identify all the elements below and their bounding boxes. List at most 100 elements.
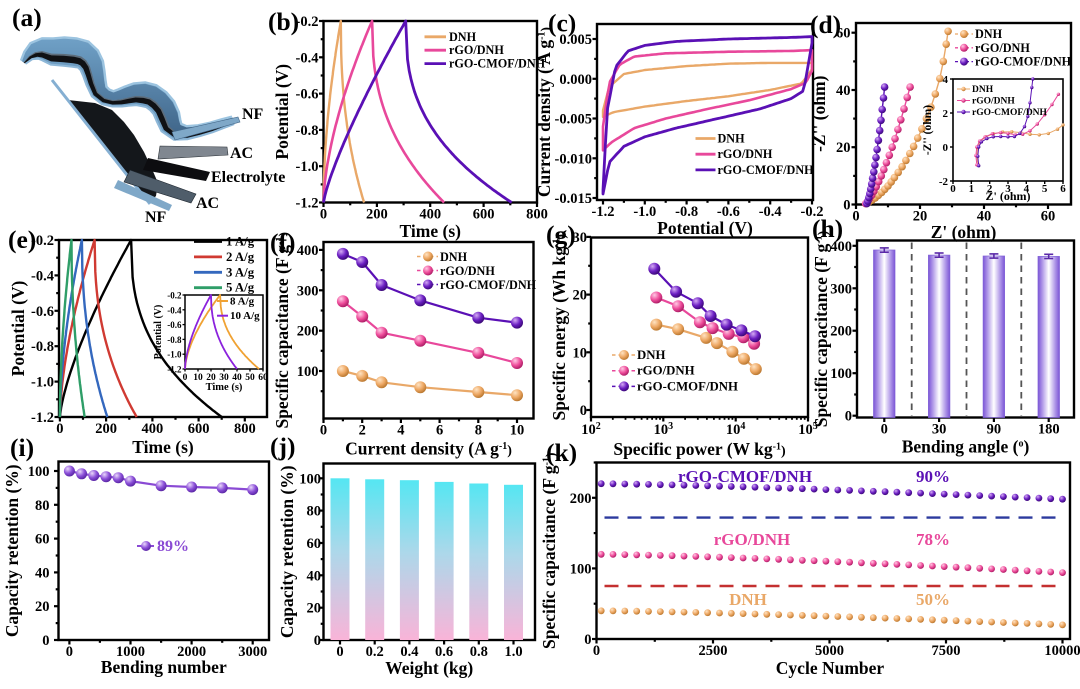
svg-text:rGO/DNH: rGO/DNH bbox=[440, 264, 495, 278]
svg-text:89%: 89% bbox=[157, 538, 189, 555]
svg-text:600: 600 bbox=[188, 421, 210, 437]
svg-text:-0.6: -0.6 bbox=[31, 304, 54, 320]
svg-text:-0.4: -0.4 bbox=[296, 50, 319, 66]
svg-text:-0.4: -0.4 bbox=[759, 204, 782, 220]
svg-text:400: 400 bbox=[419, 207, 441, 223]
svg-text:2000: 2000 bbox=[177, 644, 206, 660]
svg-text:20: 20 bbox=[913, 209, 928, 225]
svg-text:60: 60 bbox=[35, 532, 50, 548]
svg-text:1: 1 bbox=[969, 183, 975, 195]
svg-text:200: 200 bbox=[830, 324, 852, 340]
svg-text:Specific power (W kg-1): Specific power (W kg-1) bbox=[613, 439, 786, 459]
svg-text:10 A/g: 10 A/g bbox=[230, 310, 260, 322]
svg-text:Potential (V): Potential (V) bbox=[657, 218, 753, 238]
svg-text:90: 90 bbox=[987, 422, 1002, 438]
svg-text:Specific capacitance (F g-1): Specific capacitance (F g-1) bbox=[539, 452, 559, 649]
svg-text:-0.6: -0.6 bbox=[167, 320, 182, 330]
svg-text:40: 40 bbox=[977, 209, 992, 225]
svg-text:7500: 7500 bbox=[932, 643, 961, 659]
svg-text:10: 10 bbox=[193, 373, 203, 383]
svg-text:-0.8: -0.8 bbox=[296, 123, 319, 139]
svg-text:20: 20 bbox=[573, 288, 588, 304]
svg-text:rGO/DNH: rGO/DNH bbox=[449, 43, 504, 57]
svg-text:-2: -2 bbox=[939, 176, 949, 188]
svg-text:rGO/DNH: rGO/DNH bbox=[975, 41, 1030, 55]
svg-text:AC: AC bbox=[196, 195, 219, 212]
svg-text:-Z'' (ohm): -Z'' (ohm) bbox=[922, 105, 934, 155]
svg-text:3000: 3000 bbox=[238, 644, 267, 660]
svg-text:-1.0: -1.0 bbox=[633, 204, 656, 220]
svg-text:-1.2: -1.2 bbox=[31, 410, 54, 426]
svg-text:-0.4: -0.4 bbox=[167, 305, 182, 315]
svg-text:4: 4 bbox=[943, 74, 949, 86]
svg-text:0: 0 bbox=[336, 644, 343, 660]
svg-text:-0.8: -0.8 bbox=[31, 339, 54, 355]
svg-text:rGO/DNH: rGO/DNH bbox=[718, 147, 773, 161]
svg-text:1000: 1000 bbox=[116, 644, 145, 660]
svg-text:40: 40 bbox=[35, 565, 50, 581]
svg-text:DNH: DNH bbox=[975, 27, 1003, 41]
svg-text:-0.015: -0.015 bbox=[555, 191, 592, 207]
svg-text:DNH: DNH bbox=[449, 30, 477, 44]
svg-text:180: 180 bbox=[1038, 422, 1060, 438]
svg-text:5 A/g: 5 A/g bbox=[226, 281, 255, 295]
svg-text:NF: NF bbox=[242, 106, 264, 123]
svg-text:Capacity retention (%): Capacity retention (%) bbox=[2, 464, 22, 637]
svg-text:8: 8 bbox=[475, 423, 482, 439]
svg-text:20: 20 bbox=[35, 599, 50, 615]
svg-text:40: 40 bbox=[307, 568, 322, 584]
svg-text:40: 40 bbox=[836, 83, 851, 99]
svg-text:0: 0 bbox=[320, 207, 327, 223]
svg-text:0: 0 bbox=[593, 643, 600, 659]
svg-text:DNH: DNH bbox=[718, 132, 746, 146]
svg-text:0: 0 bbox=[66, 644, 73, 660]
svg-text:50: 50 bbox=[245, 373, 255, 383]
svg-text:0.005: 0.005 bbox=[559, 32, 592, 48]
svg-text:50%: 50% bbox=[916, 590, 950, 609]
svg-text:Bending number: Bending number bbox=[101, 657, 227, 677]
svg-text:rGO-CMOF/DNH: rGO-CMOF/DNH bbox=[718, 163, 815, 177]
svg-text:rGO/DNH: rGO/DNH bbox=[637, 364, 695, 378]
svg-text:-0.2: -0.2 bbox=[167, 291, 182, 301]
svg-text:20: 20 bbox=[307, 601, 322, 617]
svg-text:60: 60 bbox=[307, 536, 322, 552]
svg-text:-1.0: -1.0 bbox=[31, 375, 54, 391]
svg-text:104: 104 bbox=[726, 421, 746, 438]
svg-text:Current density (A g-1): Current density (A g-1) bbox=[345, 439, 512, 459]
svg-text:8 A/g: 8 A/g bbox=[230, 296, 255, 308]
svg-text:0: 0 bbox=[183, 373, 188, 383]
svg-text:2: 2 bbox=[943, 108, 949, 120]
svg-text:Capacity retention (%): Capacity retention (%) bbox=[277, 465, 297, 638]
svg-text:20: 20 bbox=[836, 140, 851, 156]
svg-text:rGO-CMOF/DNH: rGO-CMOF/DNH bbox=[440, 278, 537, 292]
svg-text:2: 2 bbox=[359, 423, 366, 439]
svg-text:DNH: DNH bbox=[972, 85, 994, 95]
svg-text:0: 0 bbox=[843, 198, 850, 214]
svg-text:Current density ( A g-1): Current density ( A g-1) bbox=[534, 27, 554, 198]
svg-text:(k): (k) bbox=[546, 438, 577, 467]
svg-text:200: 200 bbox=[297, 324, 319, 340]
svg-text:4: 4 bbox=[1024, 183, 1030, 195]
svg-text:-1.0: -1.0 bbox=[167, 350, 182, 360]
svg-text:-0.6: -0.6 bbox=[717, 204, 740, 220]
svg-text:AC: AC bbox=[230, 145, 253, 162]
svg-text:100: 100 bbox=[830, 366, 852, 382]
svg-text:400: 400 bbox=[830, 239, 852, 255]
svg-text:rGO-CMOF/DNH: rGO-CMOF/DNH bbox=[975, 55, 1072, 69]
svg-text:-1.0: -1.0 bbox=[296, 159, 319, 175]
svg-text:0: 0 bbox=[943, 142, 949, 154]
svg-text:300: 300 bbox=[830, 281, 852, 297]
svg-text:30: 30 bbox=[932, 422, 947, 438]
svg-text:-0.6: -0.6 bbox=[296, 87, 319, 103]
svg-text:(j): (j) bbox=[270, 432, 295, 461]
svg-text:-1.2: -1.2 bbox=[592, 204, 615, 220]
svg-text:rGO-CMOF/DNH: rGO-CMOF/DNH bbox=[972, 108, 1048, 118]
svg-text:80: 80 bbox=[307, 504, 322, 520]
svg-text:5: 5 bbox=[1042, 183, 1048, 195]
svg-text:0: 0 bbox=[881, 422, 888, 438]
svg-text:100: 100 bbox=[299, 471, 321, 487]
svg-text:DNH: DNH bbox=[729, 590, 767, 609]
svg-text:DNH: DNH bbox=[637, 348, 665, 362]
svg-text:(h): (h) bbox=[812, 214, 843, 243]
svg-text:0.6: 0.6 bbox=[435, 644, 453, 660]
